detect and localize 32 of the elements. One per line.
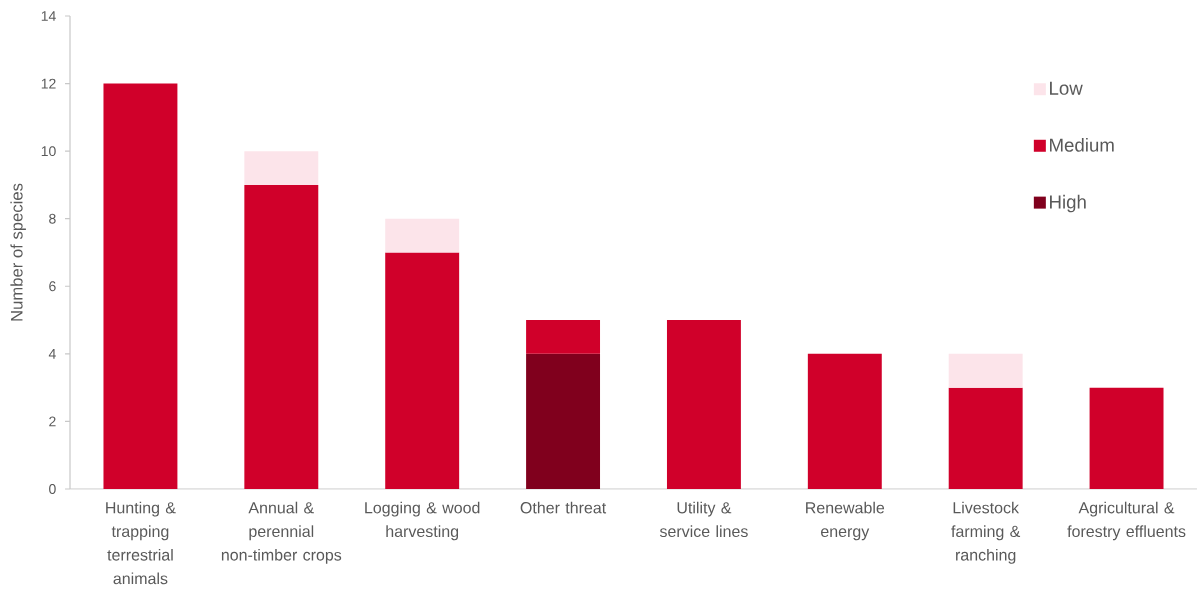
x-tick-label: Logging & wood harvesting	[365, 501, 480, 541]
y-tick-label: 2	[49, 416, 56, 427]
y-tick-label: 10	[41, 146, 56, 157]
x-tick-label: Livestock farming & ranching	[951, 501, 1021, 564]
bar	[385, 252, 460, 489]
legend-label: Medium	[1050, 138, 1114, 152]
x-tick-label: Agricultural & forestry effluents	[1067, 501, 1186, 541]
x-tick-label: Annual & perennial non-timber crops	[221, 501, 342, 564]
bar	[244, 184, 319, 489]
bar	[948, 353, 1023, 388]
bar	[526, 320, 601, 354]
bar	[385, 218, 460, 253]
legend-label: High	[1050, 194, 1086, 213]
y-tick-label: 8	[49, 213, 56, 224]
bar	[948, 387, 1023, 489]
x-tick-label: Renewable energy	[806, 501, 885, 541]
y-tick-label: 0	[49, 484, 56, 494]
y-tick-label: 14	[41, 11, 56, 21]
y-tick-label: 4	[48, 349, 56, 359]
bar	[666, 320, 741, 489]
x-tick-label: Utility & service lines	[659, 501, 748, 538]
y-tick-label: 12	[41, 78, 56, 89]
y-axis-title: Number of species	[10, 183, 26, 321]
bar	[1089, 387, 1164, 489]
x-tick-label: Hunting & trapping terrestrial animals	[106, 501, 176, 585]
y-tick-label: 6	[49, 281, 56, 292]
bar	[807, 353, 882, 489]
bar	[526, 353, 601, 489]
bar	[244, 151, 319, 185]
x-tick-label: Other threat	[520, 501, 607, 514]
legend-label: Low	[1050, 81, 1083, 95]
bar	[103, 83, 178, 489]
